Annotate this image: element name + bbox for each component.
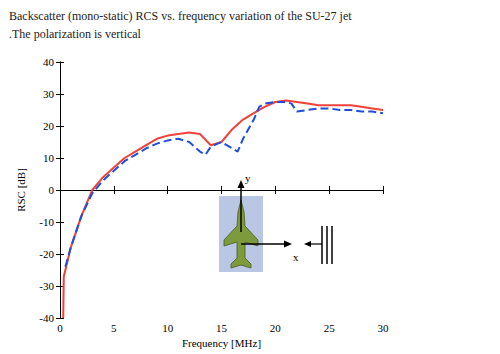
svg-text:-10: -10: [39, 216, 54, 228]
svg-text:5: 5: [111, 322, 117, 334]
svg-text:-40: -40: [39, 312, 54, 324]
svg-text:25: 25: [324, 322, 336, 334]
svg-text:x: x: [293, 251, 299, 263]
svg-text:0: 0: [57, 322, 63, 334]
svg-text:-30: -30: [39, 280, 54, 292]
svg-text:30: 30: [378, 322, 390, 334]
svg-text:RSC [dB]: RSC [dB]: [15, 168, 27, 212]
svg-text:.The polarization is vertical: .The polarization is vertical: [9, 27, 142, 41]
svg-text:0: 0: [49, 184, 55, 196]
svg-text:10: 10: [162, 322, 174, 334]
svg-text:-20: -20: [39, 248, 54, 260]
svg-text:20: 20: [270, 322, 282, 334]
svg-text:10: 10: [43, 152, 55, 164]
svg-text:20: 20: [43, 120, 55, 132]
svg-text:40: 40: [43, 56, 55, 68]
svg-text:15: 15: [216, 322, 228, 334]
svg-text:Backscatter (mono-static) RCS: Backscatter (mono-static) RCS vs. freque…: [9, 9, 352, 23]
svg-text:y: y: [245, 172, 251, 184]
svg-text:Frequency [MHz]: Frequency [MHz]: [182, 337, 261, 349]
svg-text:30: 30: [43, 88, 55, 100]
